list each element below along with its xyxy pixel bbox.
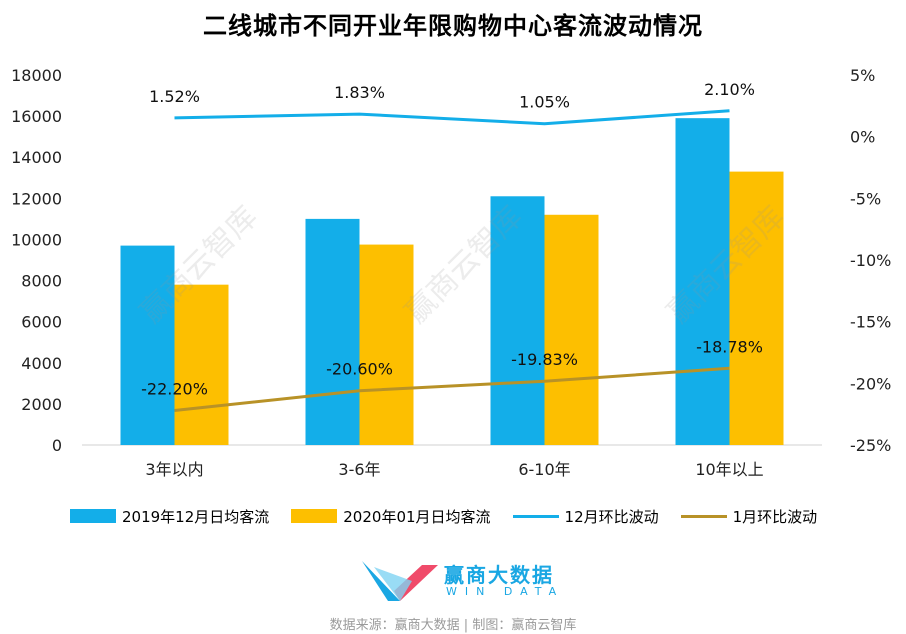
source-note: 数据来源：赢商大数据 | 制图：赢商云智库 xyxy=(329,618,577,633)
bar xyxy=(490,196,545,445)
data-label: -20.60% xyxy=(326,360,393,379)
x-tick-label: 3年以内 xyxy=(145,460,203,479)
legend-item-dec-change: 12月环比波动 xyxy=(512,506,659,527)
legend-item-dec-flow: 2019年12月日均客流 xyxy=(70,506,269,527)
data-label: 1.83% xyxy=(334,83,385,102)
y-left-tick-label: 6000 xyxy=(21,313,62,332)
data-label: -18.78% xyxy=(696,337,763,356)
legend-item-jan-flow: 2020年01月日均客流 xyxy=(291,506,491,527)
y-left-tick-label: 12000 xyxy=(11,189,62,208)
chart-title: 二线城市不同开业年限购物中心客流波动情况 xyxy=(203,12,703,40)
legend-swatch xyxy=(680,514,727,518)
data-label: 2.10% xyxy=(704,80,755,99)
y-right-tick-label: -5% xyxy=(850,189,881,208)
bar xyxy=(305,218,360,445)
y-right-tick-label: -20% xyxy=(850,374,891,393)
data-label: 1.05% xyxy=(519,93,570,112)
y-left-tick-label: 16000 xyxy=(11,107,62,126)
y-left-tick-label: 0 xyxy=(52,436,62,455)
chart-legend: 2019年12月日均客流 2020年01月日均客流 12月环比波动 1月环比波动 xyxy=(70,504,870,528)
y-right-tick-label: -15% xyxy=(850,313,891,332)
y-right-tick-label: 0% xyxy=(850,128,875,147)
brand-sub: WIN DATA xyxy=(446,585,565,598)
legend-swatch xyxy=(70,509,116,523)
y-left-tick-label: 2000 xyxy=(21,395,62,414)
legend-label: 12月环比波动 xyxy=(564,507,659,526)
y-right-tick-label: -25% xyxy=(850,436,891,455)
brand-name: 赢商大数据 xyxy=(444,563,554,587)
bar xyxy=(174,284,229,445)
x-tick-label: 10年以上 xyxy=(695,460,763,479)
bar xyxy=(120,245,175,445)
bar xyxy=(359,244,414,445)
y-left-tick-label: 10000 xyxy=(11,230,62,249)
y-right-tick-label: 5% xyxy=(850,66,875,85)
brand-block: 赢商大数据 WIN DATA xyxy=(360,555,600,605)
y-left-tick-label: 18000 xyxy=(11,66,62,85)
legend-swatch xyxy=(291,509,338,523)
data-label: 1.52% xyxy=(149,87,200,106)
bar xyxy=(544,214,599,445)
y-left-tick-label: 4000 xyxy=(21,354,62,373)
x-tick-label: 6-10年 xyxy=(518,460,570,479)
legend-label: 2020年01月日均客流 xyxy=(343,507,491,526)
chart-canvas: 0 2000 4000 6000 8000 10000 12000 14000 16000 180… xyxy=(11,66,891,479)
legend-label: 1月环比波动 xyxy=(732,507,818,526)
legend-swatch xyxy=(512,514,559,518)
series-line xyxy=(174,109,730,126)
series-line xyxy=(174,366,730,412)
data-label: -22.20% xyxy=(141,379,208,398)
bar xyxy=(729,171,784,445)
x-tick-label: 3-6年 xyxy=(338,460,380,479)
y-left-tick-label: 8000 xyxy=(21,272,62,291)
legend-label: 2019年12月日均客流 xyxy=(122,507,270,526)
data-label: -19.83% xyxy=(511,350,578,369)
y-left-tick-label: 14000 xyxy=(11,148,62,167)
bar xyxy=(675,118,730,446)
y-right-tick-label: -10% xyxy=(850,251,891,270)
legend-item-jan-change: 1月环比波动 xyxy=(680,506,818,527)
win-data-logo-icon xyxy=(362,561,438,601)
